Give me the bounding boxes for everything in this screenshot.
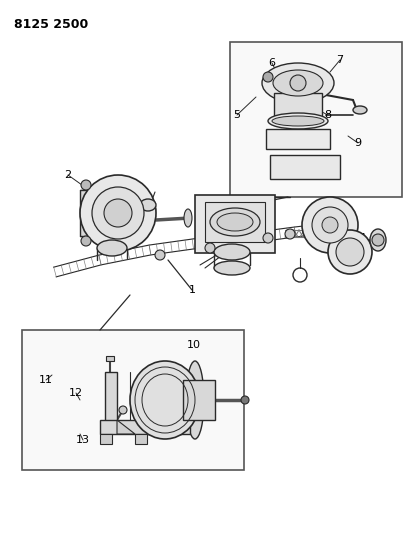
Text: 8: 8 — [324, 110, 331, 120]
Circle shape — [81, 180, 91, 190]
Circle shape — [92, 187, 144, 239]
Bar — [270, 155, 339, 179]
Bar — [195, 195, 274, 253]
Circle shape — [335, 238, 363, 266]
Ellipse shape — [186, 361, 204, 439]
Circle shape — [327, 230, 371, 274]
Text: 2: 2 — [64, 170, 72, 180]
Bar — [105, 372, 117, 428]
Ellipse shape — [267, 113, 327, 129]
Circle shape — [262, 72, 272, 82]
Text: 6: 6 — [268, 58, 275, 68]
Circle shape — [155, 250, 164, 260]
Polygon shape — [117, 420, 135, 434]
Bar — [106, 356, 114, 361]
Text: 12: 12 — [69, 388, 83, 398]
Bar — [204, 202, 264, 242]
Text: 13: 13 — [76, 435, 90, 445]
Text: 9: 9 — [353, 138, 361, 148]
Text: 3: 3 — [96, 180, 103, 190]
Text: 7: 7 — [336, 55, 343, 65]
Ellipse shape — [369, 229, 385, 251]
Text: 5: 5 — [233, 110, 240, 120]
Ellipse shape — [130, 361, 200, 439]
Ellipse shape — [261, 63, 333, 103]
Bar — [100, 434, 112, 444]
Ellipse shape — [97, 240, 127, 256]
Circle shape — [301, 197, 357, 253]
Bar — [135, 434, 147, 444]
Circle shape — [262, 233, 272, 243]
Bar — [80, 190, 94, 236]
Circle shape — [311, 207, 347, 243]
Circle shape — [119, 406, 127, 414]
Circle shape — [80, 175, 155, 251]
Text: 11: 11 — [39, 375, 53, 385]
Circle shape — [104, 199, 132, 227]
Circle shape — [289, 75, 305, 91]
Bar — [273, 93, 321, 121]
Text: 4: 4 — [357, 233, 365, 243]
Ellipse shape — [184, 209, 191, 227]
Text: 10: 10 — [187, 340, 200, 350]
Circle shape — [284, 229, 294, 239]
Ellipse shape — [213, 261, 249, 275]
Bar — [229, 42, 401, 197]
Ellipse shape — [209, 208, 259, 236]
Text: 8125 2500: 8125 2500 — [14, 18, 88, 31]
Ellipse shape — [213, 244, 249, 260]
Circle shape — [371, 234, 383, 246]
Circle shape — [81, 236, 91, 246]
Text: 1: 1 — [188, 285, 195, 295]
Ellipse shape — [139, 199, 155, 211]
Bar — [265, 129, 329, 149]
Circle shape — [321, 217, 337, 233]
Ellipse shape — [271, 116, 323, 126]
Ellipse shape — [272, 70, 322, 96]
Bar — [182, 380, 214, 420]
Ellipse shape — [352, 106, 366, 114]
Bar — [100, 420, 189, 434]
Ellipse shape — [216, 213, 252, 231]
Circle shape — [240, 396, 248, 404]
Circle shape — [204, 243, 214, 253]
Bar — [22, 330, 243, 470]
